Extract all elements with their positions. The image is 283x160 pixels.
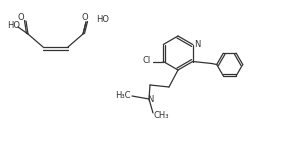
Text: O: O — [18, 12, 24, 21]
Text: Cl: Cl — [142, 56, 150, 65]
Text: N: N — [194, 40, 200, 49]
Text: O: O — [82, 12, 88, 21]
Text: H₃C: H₃C — [115, 91, 131, 100]
Text: CH₃: CH₃ — [153, 111, 169, 120]
Text: HO: HO — [97, 15, 110, 24]
Text: HO: HO — [8, 21, 20, 31]
Text: N: N — [147, 96, 153, 104]
